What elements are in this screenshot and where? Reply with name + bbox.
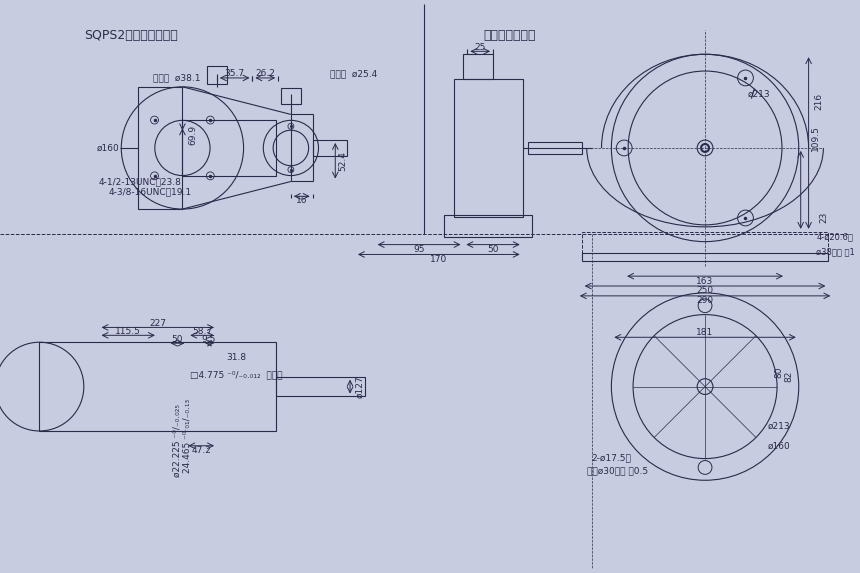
Text: 背面ø30沉孔 深0.5: 背面ø30沉孔 深0.5 — [587, 466, 648, 475]
Bar — [281, 88, 301, 104]
Text: 170: 170 — [430, 255, 447, 264]
Bar — [207, 66, 227, 84]
Bar — [464, 54, 493, 79]
Text: 250: 250 — [697, 286, 714, 296]
Text: （脚架安装型）: （脚架安装型） — [483, 29, 536, 42]
Text: 163: 163 — [697, 277, 714, 285]
Text: 52.4: 52.4 — [339, 151, 347, 171]
Text: 吸油口  ø38.1: 吸油口 ø38.1 — [153, 73, 200, 83]
Text: 95: 95 — [414, 245, 425, 254]
Text: 80: 80 — [775, 366, 783, 378]
Bar — [312, 140, 347, 156]
Text: 181: 181 — [697, 328, 714, 337]
Text: SQPS2（法兰安装型）: SQPS2（法兰安装型） — [83, 29, 177, 42]
Text: 35.7: 35.7 — [224, 69, 245, 79]
Bar — [527, 142, 582, 154]
Text: 290: 290 — [697, 296, 714, 305]
Text: ø160: ø160 — [97, 143, 120, 152]
Text: 109.5: 109.5 — [811, 125, 820, 151]
Text: 9.5: 9.5 — [202, 335, 216, 344]
Bar — [40, 342, 276, 431]
Text: 2-ø17.5孔: 2-ø17.5孔 — [592, 453, 631, 462]
Text: 69.9: 69.9 — [189, 125, 198, 145]
Text: ø213: ø213 — [768, 422, 790, 430]
Text: ø127: ø127 — [355, 375, 365, 398]
Text: ø213: ø213 — [748, 89, 771, 98]
Bar — [582, 253, 828, 261]
Text: 50: 50 — [488, 245, 499, 254]
Text: 排油口  ø25.4: 排油口 ø25.4 — [330, 69, 378, 79]
Text: 216: 216 — [814, 93, 823, 110]
Text: 16: 16 — [296, 196, 308, 205]
Bar — [182, 120, 276, 175]
Text: 58.7: 58.7 — [192, 327, 212, 336]
Text: 47.2: 47.2 — [191, 446, 211, 455]
Text: □4.775 ⁻⁰/₋₀.₀₁₂  平行键: □4.775 ⁻⁰/₋₀.₀₁₂ 平行键 — [190, 370, 283, 379]
Text: 115.5: 115.5 — [115, 327, 141, 336]
Text: ø22.225 ⁻⁰/₋₀.₀₂₅: ø22.225 ⁻⁰/₋₀.₀₂₅ — [173, 405, 182, 477]
Text: 25: 25 — [475, 43, 486, 52]
Bar — [453, 79, 523, 217]
Text: 50: 50 — [172, 335, 183, 344]
Bar — [444, 215, 532, 237]
Text: 24.465 ⁻⁰·₀₁/₋₀.₁₃: 24.465 ⁻⁰·₀₁/₋₀.₁₃ — [183, 399, 192, 473]
Bar — [582, 231, 828, 253]
Text: ø160: ø160 — [768, 441, 790, 450]
Text: 4-1/2-13UNC深23.8: 4-1/2-13UNC深23.8 — [99, 177, 181, 186]
Text: 23: 23 — [819, 211, 828, 223]
Text: 82: 82 — [784, 371, 794, 382]
Text: ø38沉孔 深1: ø38沉孔 深1 — [816, 247, 855, 256]
Text: 26.2: 26.2 — [255, 69, 275, 79]
Bar — [291, 115, 312, 182]
Bar — [138, 87, 182, 209]
Bar — [276, 376, 365, 397]
Text: 31.8: 31.8 — [226, 352, 247, 362]
Text: 4-ø20.6孔: 4-ø20.6孔 — [816, 232, 853, 241]
Text: 227: 227 — [150, 319, 166, 328]
Text: 4-3/8-16UNC深19.1: 4-3/8-16UNC深19.1 — [108, 187, 192, 196]
